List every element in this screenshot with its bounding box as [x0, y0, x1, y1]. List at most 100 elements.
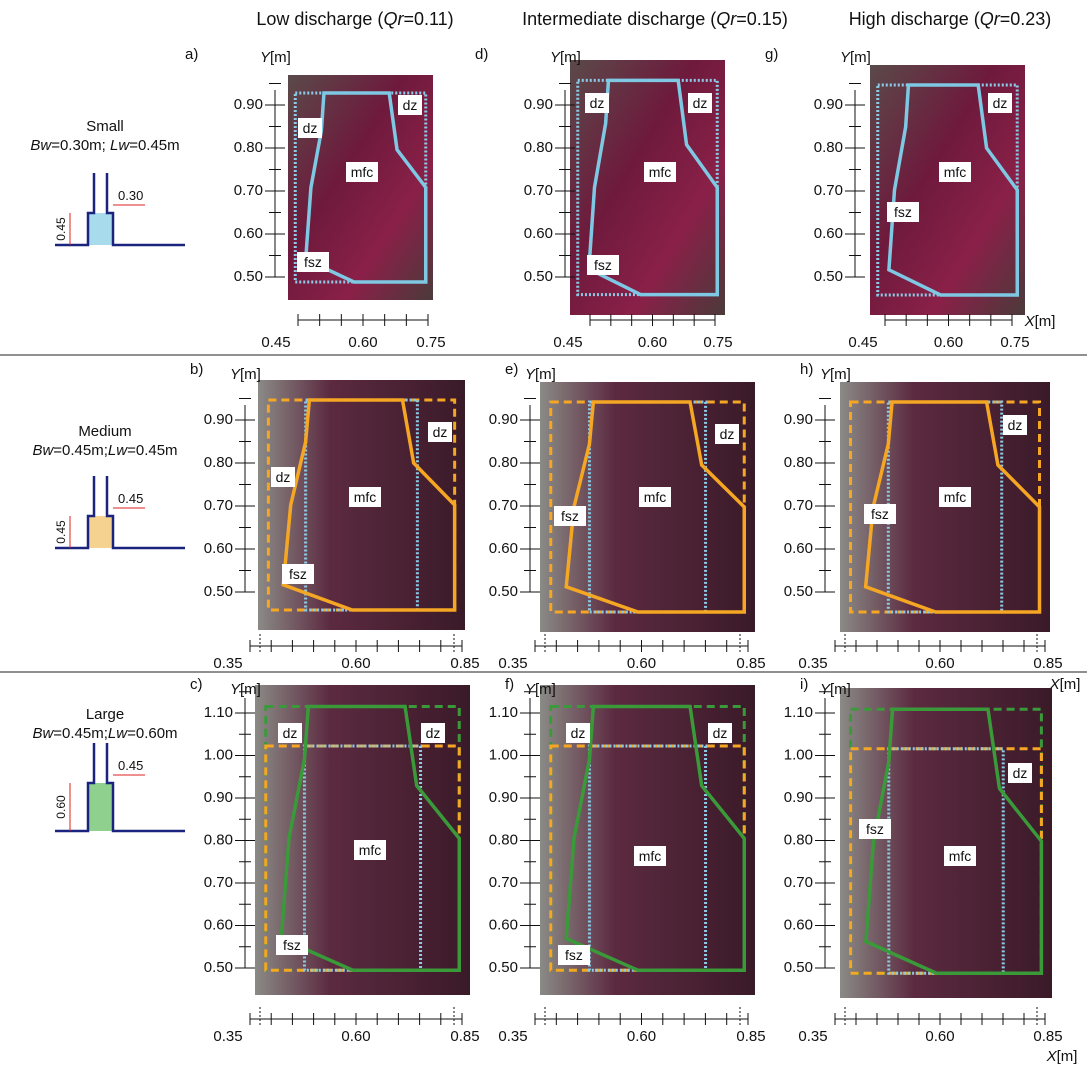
y-tick-label: 0.60	[784, 540, 813, 557]
reservoir	[88, 516, 113, 548]
zone-label: dz	[993, 95, 1008, 111]
zone-label: dz	[720, 426, 735, 442]
column-header-part: =0.11)	[403, 9, 453, 29]
row-dims-part: =0.45m;	[53, 725, 108, 742]
zone-box	[558, 945, 590, 965]
y-tick-label-part: 0.70	[784, 497, 813, 514]
zone-label: dz	[571, 725, 586, 741]
y-axis-title-part: [m]	[535, 681, 556, 698]
y-tick-label-part: 0.50	[814, 268, 843, 285]
y-axis-title-part: [m]	[850, 49, 871, 66]
zone-box	[1003, 415, 1027, 435]
y-tick-label-part: 0.80	[524, 139, 553, 156]
row-dims-part: =0.30m;	[51, 137, 110, 154]
zone-label: dz	[1013, 765, 1028, 781]
flow-outline	[564, 704, 746, 972]
column-header-part: =0.15)	[736, 9, 788, 29]
y-tick-label: 1.10	[489, 704, 518, 721]
zone-label: fsz	[866, 821, 884, 837]
y-tick-label-part: 0.80	[234, 139, 263, 156]
zone-label: mfc	[351, 164, 374, 180]
x-tick-label-part: 0.85	[736, 1028, 765, 1045]
y-axis-title-part: [m]	[830, 366, 851, 383]
y-tick-label: 0.70	[204, 497, 233, 514]
y-tick-label-part: 0.60	[489, 540, 518, 557]
y-tick-label-part: 0.60	[204, 540, 233, 557]
column-header: Low discharge (Qr=0.11)	[256, 9, 453, 29]
y-tick-label-part: 0.90	[489, 789, 518, 806]
y-tick-label-part: 0.50	[489, 959, 518, 976]
panel-letter: a)	[185, 46, 198, 63]
panel-letter: h)	[800, 361, 813, 378]
zone-box	[639, 487, 671, 507]
y-tick-label: 0.80	[234, 139, 263, 156]
y-tick-label-part: 0.50	[524, 268, 553, 285]
y-tick-label-part: 0.80	[814, 139, 843, 156]
y-tick-label-part: 0.80	[489, 454, 518, 471]
x-tick-label-part: 0.60	[627, 1028, 656, 1045]
y-tick-label: 1.00	[784, 746, 813, 763]
zone-box	[988, 93, 1012, 113]
y-tick-label: 0.80	[784, 831, 813, 848]
zone-label: dz	[713, 725, 728, 741]
y-axis-title: Y[m]	[230, 681, 261, 698]
y-tick-label-part: 1.10	[489, 704, 518, 721]
y-axis-title-part: [m]	[240, 681, 261, 698]
x-tick-label: 0.75	[703, 334, 732, 351]
y-tick-label: 0.70	[524, 182, 553, 199]
y-tick-label: 0.90	[784, 789, 813, 806]
x-axis-title-part: X	[1046, 1048, 1058, 1065]
x-tick-label: 0.35	[213, 655, 242, 672]
channel-outline	[55, 743, 185, 833]
zone-label-part: mfc	[354, 489, 377, 505]
panel-letter-part: f)	[505, 676, 514, 693]
dim-label: 0.45	[54, 217, 68, 241]
inner-frame	[302, 744, 423, 972]
panel-letter: c)	[190, 676, 203, 693]
y-tick-label-part: 0.90	[524, 96, 553, 113]
y-tick-label-part: 0.50	[204, 959, 233, 976]
zone-label-part: dz	[403, 97, 418, 113]
row-dims-part: Lw	[108, 725, 128, 742]
flow-outline	[864, 707, 1044, 975]
x-tick-label-part: 0.60	[341, 655, 370, 672]
y-tick-label: 0.50	[524, 268, 553, 285]
y-axis-title-part: Y	[525, 366, 536, 383]
y-axis-title: Y[m]	[230, 366, 261, 383]
y-tick-label-part: 1.00	[204, 746, 233, 763]
row-name: Small	[86, 118, 124, 135]
y-tick-label-part: 0.90	[784, 789, 813, 806]
x-tick-label: 0.35	[498, 1028, 527, 1045]
zone-label: fsz	[894, 204, 912, 220]
panel-letter: g)	[765, 46, 778, 63]
y-tick-label-part: 0.50	[784, 959, 813, 976]
zone-label: dz	[426, 725, 441, 741]
y-tick-label-part: 0.80	[784, 831, 813, 848]
x-axis-title: X[m]	[1046, 1048, 1078, 1065]
y-tick-label-part: 0.90	[204, 789, 233, 806]
y-tick-label: 0.50	[489, 959, 518, 976]
zone-label: dz	[303, 120, 318, 136]
zone-label-part: dz	[283, 725, 298, 741]
zone-box	[939, 162, 971, 182]
y-tick-label: 0.80	[489, 831, 518, 848]
x-tick-label: 0.60	[341, 655, 370, 672]
zone-box	[278, 723, 302, 743]
zone-box	[708, 723, 732, 743]
zone-label: dz	[590, 95, 605, 111]
row-name-part: Medium	[78, 423, 131, 440]
x-axis-title: X[m]	[1049, 676, 1081, 693]
y-tick-label: 0.50	[784, 583, 813, 600]
zone-box	[1008, 763, 1032, 783]
zone-label-part: dz	[433, 424, 448, 440]
x-axis-title-part: [m]	[1060, 676, 1081, 693]
y-axis-title: Y[m]	[840, 49, 871, 66]
y-tick-label: 0.50	[204, 583, 233, 600]
y-tick-label-part: 1.00	[784, 746, 813, 763]
column-header-part: =0.23)	[1000, 9, 1052, 29]
x-tick-label-part: 0.60	[925, 655, 954, 672]
y-axis-title: Y[m]	[820, 366, 851, 383]
zone-label-part: dz	[713, 725, 728, 741]
y-tick-label: 0.80	[524, 139, 553, 156]
x-tick-label: 0.85	[1033, 1028, 1062, 1045]
